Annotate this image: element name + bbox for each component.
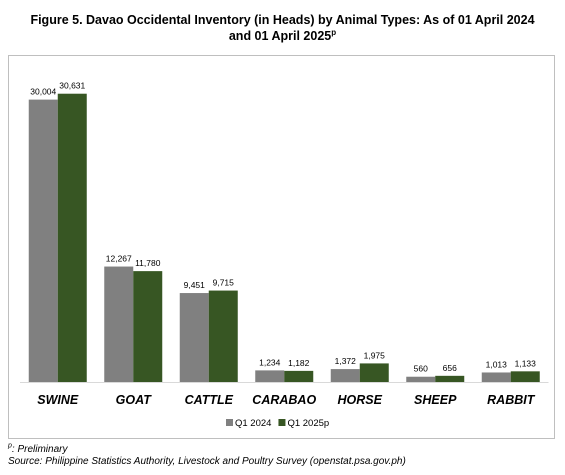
data-label-cattle-series-1: 9,451 xyxy=(184,280,206,290)
bar-horse-series-2 xyxy=(359,363,389,382)
footnote-marker: p xyxy=(8,442,12,450)
chart-title-line-1: Figure 5. Davao Occidental Inventory (in… xyxy=(30,13,535,27)
data-label-sheep-series-2: 656 xyxy=(443,363,457,373)
data-label-rabbit-series-2: 1,133 xyxy=(515,358,537,368)
footnote-source: Source: Philippine Statistics Authority,… xyxy=(8,456,406,467)
bar-rabbit-series-1 xyxy=(481,372,511,382)
data-label-swine-series-2: 30,631 xyxy=(59,81,85,91)
data-label-goat-series-1: 12,267 xyxy=(106,254,132,264)
preliminary-marker: p xyxy=(331,27,337,37)
footnote-preliminary-text: : Preliminary xyxy=(11,444,68,455)
category-label-swine: SWINE xyxy=(37,393,79,407)
bar-swine-series-1 xyxy=(28,99,58,383)
data-label-swine-series-1: 30,004 xyxy=(30,87,56,97)
category-label-carabao: CARABAO xyxy=(252,393,316,407)
footnote-preliminary: p: Preliminary xyxy=(8,442,68,456)
category-label-goat: GOAT xyxy=(116,393,153,407)
bar-horse-series-1 xyxy=(330,369,360,382)
bar-carabao-series-2 xyxy=(284,370,314,382)
bar-cattle-series-1 xyxy=(179,293,209,382)
bar-goat-series-2 xyxy=(133,271,163,382)
legend-swatch-series-2 xyxy=(278,419,286,426)
data-label-rabbit-series-1: 1,013 xyxy=(486,359,508,369)
chart-title-line-2: and 01 April 2025p xyxy=(0,28,565,44)
bar-sheep-series-2 xyxy=(435,375,465,382)
chart-title-line-2-text: and 01 April 2025 xyxy=(228,29,332,43)
category-label-cattle: CATTLE xyxy=(185,393,234,407)
bar-swine-series-2 xyxy=(57,93,87,382)
data-label-carabao-series-2: 1,182 xyxy=(288,358,310,368)
bar-carabao-series-1 xyxy=(255,370,285,382)
bar-cattle-series-2 xyxy=(208,290,238,382)
bar-goat-series-1 xyxy=(104,266,134,382)
legend-swatch-series-1 xyxy=(226,419,233,426)
data-label-cattle-series-2: 9,715 xyxy=(213,278,235,288)
bar-sheep-series-1 xyxy=(406,376,436,382)
legend-label-series-2: Q1 2025p xyxy=(287,418,329,429)
data-label-sheep-series-1: 560 xyxy=(414,364,428,374)
data-label-horse-series-2: 1,975 xyxy=(364,350,386,360)
data-label-carabao-series-1: 1,234 xyxy=(259,357,281,367)
data-label-goat-series-2: 11,780 xyxy=(135,258,161,268)
legend-label-series-1: Q1 2024 xyxy=(235,418,271,429)
category-label-rabbit: RABBIT xyxy=(487,393,536,407)
chart-title: Figure 5. Davao Occidental Inventory (in… xyxy=(0,12,565,44)
data-label-horse-series-1: 1,372 xyxy=(335,356,357,366)
category-label-sheep: SHEEP xyxy=(414,393,457,407)
bar-rabbit-series-2 xyxy=(510,371,540,382)
chart-frame xyxy=(8,55,555,439)
category-label-horse: HORSE xyxy=(338,393,383,407)
